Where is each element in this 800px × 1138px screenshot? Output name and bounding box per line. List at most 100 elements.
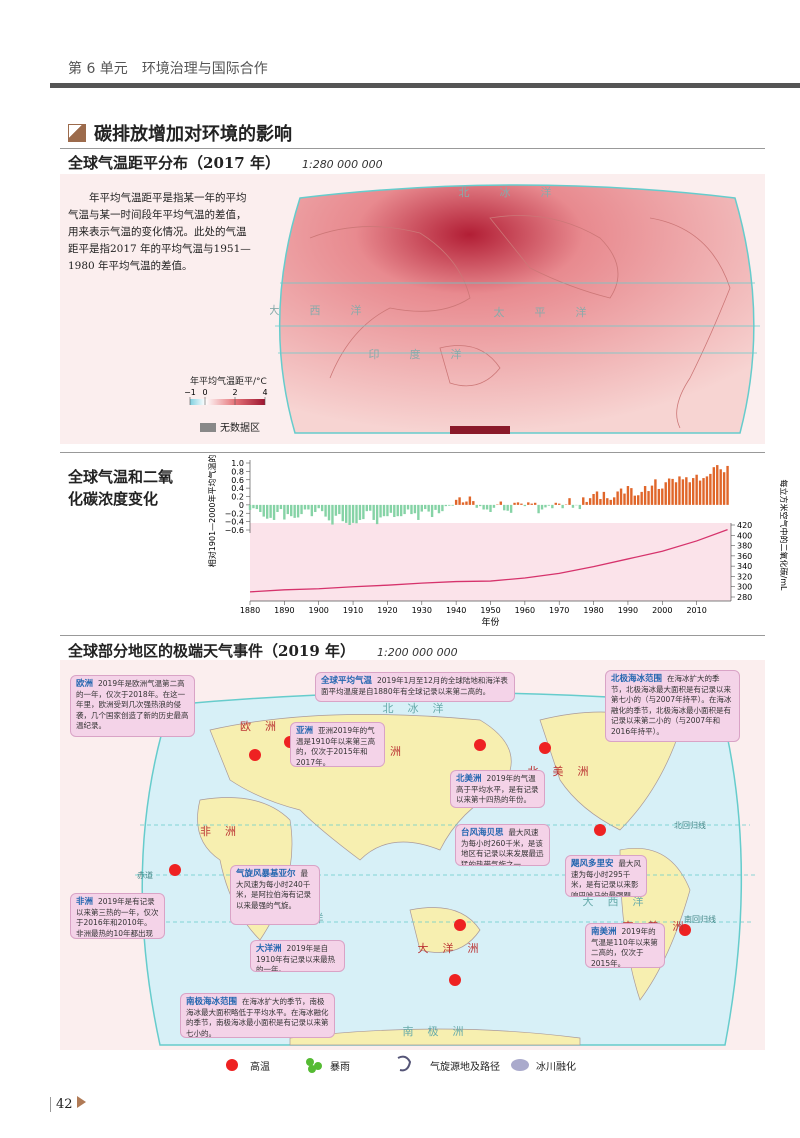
x-axis-title: 年份 [481,616,499,628]
temperature-bar [623,493,626,505]
x-tick-label: 1960 [515,606,535,615]
chart-title: 全球气温和二氧化碳浓度变化 [68,468,174,508]
temperature-bar [424,504,427,510]
map-label: 南极洲 [403,1024,478,1038]
temperature-bar [369,504,372,511]
map-label: 大西洋 [583,894,658,908]
map-label: 欧洲 [240,720,290,733]
temperature-bar [547,504,551,506]
colorbar: −1 0 2 4 [184,388,268,405]
legend-label: 高温 [250,1062,270,1073]
temperature-bar [657,488,661,505]
temperature-bar [465,501,468,505]
temperature-bar [279,504,283,510]
temperature-bar [606,498,609,505]
rule [60,635,765,636]
y2-tick-label: 380 [737,542,752,551]
callout-heading: 非洲 [76,897,94,907]
co2-panel [250,523,731,601]
temperature-bar [551,504,554,509]
callout-text: 在海冰扩大的季节，南极海冰最大面积略低于平均水平。在海冰融化的季节，南极海冰最小… [186,997,329,1038]
callout-heading: 气旋风暴基亚尔 [236,869,296,879]
x-tick-label: 1920 [377,606,397,615]
callout-text: 在海冰扩大的季节，北极海冰最大面积是有记录以来第七小的（与2007年持平）。在海… [611,674,732,736]
temperature-bar [420,504,423,512]
temperature-bar [537,504,540,514]
callout-heading: 北美洲 [456,774,482,784]
rule [60,452,765,453]
temperature-bar [248,504,252,510]
temperature-bar [386,504,389,517]
map-label: 南回归线 [684,914,716,924]
temperature-bar [688,482,691,505]
temperature-bar [492,504,496,508]
y2-axis-title: 每立方米空气中的二氧化碳/mL [779,480,789,591]
map1-scale: 1:280 000 000 [301,158,383,171]
temperature-bar [540,504,544,510]
temperature-bar [410,504,413,515]
callout: 气旋风暴基亚尔 最大风速为每小时240千米，是阿拉伯海有记录以来最强的气旋。 [230,865,320,925]
section-text: 碳排放增加对环境的影响 [94,124,292,145]
map-label: 北回归线 [674,820,706,830]
temperature-bar [389,504,393,513]
temperature-bar [726,465,729,505]
temperature-bar [685,477,688,505]
rule [60,148,765,149]
ocean-label: 北冰洋 [459,185,582,199]
temperature-bar [468,496,472,505]
temperature-bar [513,502,516,505]
temperature-bar [503,504,506,511]
temperature-bar [262,504,265,517]
map-frame [278,184,755,434]
map-label: 大洋洲 [418,941,493,955]
temperature-bar [475,504,478,508]
temperature-bar [523,504,527,507]
graticule [275,282,760,354]
map-label: 北冰洋 [383,701,458,715]
callout-text: 2019年是有记录以来第三热的一年，仅次于2016年和2010年。非洲最热的10… [76,897,159,938]
temperature-bar [599,499,602,505]
temperature-bar [448,504,451,506]
y2-tick-label: 340 [737,562,752,571]
callout: 北美洲 2019年的气温高于平均水平，是有记录以来第十四热的年份。 [450,770,545,808]
temperature-bar [427,504,430,512]
y-tick-label: 0.6 [231,476,244,485]
callout-heading: 北极海冰范围 [611,674,663,684]
y-tick-label: −0.2 [225,509,244,518]
x-tick-label: 1950 [480,606,500,615]
temperature-bar [609,499,612,505]
temperature-bar [358,504,362,520]
temperature-bar [396,504,399,517]
y-tick-label: 0.2 [231,493,244,502]
temperature-bar [293,504,296,518]
y2-tick-label: 280 [737,593,752,602]
temperature-bar [341,504,344,522]
section-icon [68,124,86,142]
temperature-bar [430,504,434,518]
temperature-bar [375,504,379,525]
temperature-bar [602,491,606,505]
callout-text: 亚洲2019年的气温是1910年以来第三高的，仅次于2015年和2017年。 [296,726,376,767]
temperature-bar [307,504,310,510]
y2-tick-label: 360 [737,552,752,561]
callout-heading: 亚洲 [296,726,314,736]
callout-heading: 欧洲 [76,679,94,689]
temperature-bar [588,498,592,505]
temperature-bar [320,504,324,512]
temperature-bar [712,467,716,505]
temperature-bar [533,502,537,505]
temperature-bar [506,504,509,511]
callout-text: 2019年1月至12月的全球陆地和海洋表面平均温度是自1880年有全球记录以来第… [321,676,508,696]
callout-text: 最大风速为每小时260千米，是该地区有记录以来发展最迅猛的热带气旋之一。 [461,828,544,866]
callout: 南美洲 2019年的气温是110年以来第二高的，仅次于2015年。 [585,923,665,968]
x-tick-label: 1930 [412,606,432,615]
legend-label: 冰川融化 [536,1062,576,1073]
y-tick-label: −0.6 [225,526,244,535]
temperature-bar [365,504,369,512]
temperature-bar [348,504,351,525]
temperature-bar [595,491,599,505]
temperature-bar [355,504,358,524]
temperature-bar [334,504,338,516]
temperature-bar [592,493,595,505]
co2-line [249,529,728,593]
